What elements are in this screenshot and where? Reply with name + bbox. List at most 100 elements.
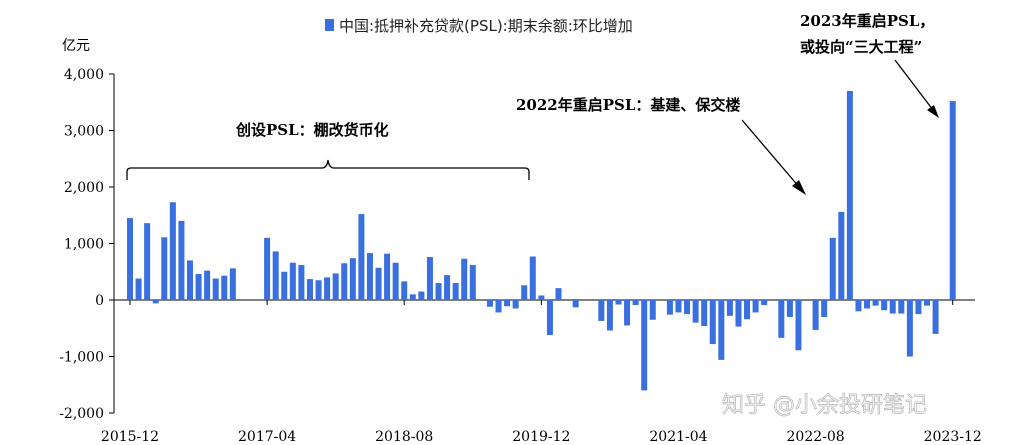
arrow-2023-line bbox=[894, 59, 934, 111]
bar bbox=[264, 237, 271, 300]
bar bbox=[666, 300, 673, 315]
bar bbox=[855, 300, 862, 312]
y-tick-label: 1,000 bbox=[64, 237, 104, 253]
bar bbox=[144, 223, 151, 300]
legend-label: 中国:抵押补充贷款(PSL):期末余额:环比增加 bbox=[339, 17, 633, 35]
bar bbox=[512, 300, 519, 309]
bar bbox=[606, 300, 613, 331]
bar bbox=[178, 220, 185, 300]
bar bbox=[735, 300, 742, 327]
bar bbox=[846, 90, 853, 300]
bar bbox=[632, 300, 639, 306]
bar bbox=[298, 264, 305, 300]
bar bbox=[332, 273, 339, 300]
bracket-2015-2019 bbox=[126, 159, 530, 180]
y-tick-label: 0 bbox=[95, 293, 104, 309]
bar bbox=[135, 278, 142, 300]
bar bbox=[872, 300, 879, 306]
bar bbox=[718, 300, 725, 360]
bar bbox=[127, 218, 133, 300]
bar bbox=[598, 300, 605, 321]
bar bbox=[315, 280, 322, 300]
bar bbox=[349, 258, 356, 300]
x-tick-label: 2023-12 bbox=[924, 429, 982, 445]
y-axis-ticks: 4,000 3,000 2,000 1,000 0 -1,000 -2,000 bbox=[59, 67, 114, 422]
bar bbox=[864, 300, 871, 309]
y-tick-label: -2,000 bbox=[59, 406, 104, 422]
bar bbox=[186, 260, 193, 300]
bar bbox=[906, 300, 913, 357]
bar bbox=[504, 300, 511, 307]
annotation-psl-2023-line1: 2023年重启PSL， bbox=[800, 12, 934, 30]
bar bbox=[624, 300, 631, 326]
bar bbox=[924, 300, 931, 306]
bar bbox=[949, 101, 956, 301]
y-tick-label: 2,000 bbox=[64, 180, 104, 196]
bar bbox=[889, 300, 896, 314]
bar bbox=[384, 253, 391, 300]
bar bbox=[812, 300, 819, 330]
bar bbox=[461, 258, 468, 300]
bar bbox=[641, 300, 648, 391]
bar bbox=[692, 300, 699, 323]
annotation-psl-2022: 2022年重启PSL：基建、保交楼 bbox=[516, 96, 740, 114]
bar bbox=[289, 262, 296, 300]
bar bbox=[375, 267, 382, 300]
bar bbox=[341, 263, 348, 300]
y-axis-unit: 亿元 bbox=[62, 38, 90, 54]
bar bbox=[744, 300, 751, 320]
bar bbox=[529, 256, 536, 300]
bar bbox=[152, 300, 159, 304]
bar bbox=[546, 300, 553, 336]
bar bbox=[932, 300, 939, 334]
bar bbox=[452, 283, 459, 300]
bar bbox=[306, 279, 313, 300]
bar bbox=[358, 214, 365, 300]
bar bbox=[204, 270, 211, 300]
x-tick-label: 2017-04 bbox=[238, 429, 296, 445]
annotation-psl-2015: 创设PSL：棚改货币化 bbox=[235, 121, 389, 139]
bar bbox=[829, 237, 836, 300]
bar bbox=[401, 281, 408, 300]
bar bbox=[169, 202, 176, 300]
bar bbox=[272, 251, 279, 300]
bar bbox=[409, 294, 416, 300]
bar bbox=[915, 300, 922, 315]
x-tick-label: 2021-04 bbox=[649, 429, 707, 445]
bar bbox=[486, 300, 493, 307]
bar bbox=[684, 300, 691, 315]
bar bbox=[555, 288, 562, 300]
bar bbox=[649, 300, 656, 320]
annotation-psl-2023-line2: 或投向“三大工程” bbox=[800, 38, 922, 56]
bar bbox=[495, 300, 502, 313]
watermark: 知乎 @小余投研笔记 bbox=[722, 393, 927, 418]
bar bbox=[195, 274, 202, 300]
x-tick-label: 2015-12 bbox=[101, 429, 159, 445]
bar bbox=[538, 295, 545, 300]
y-tick-label: 4,000 bbox=[64, 67, 104, 83]
bar-series bbox=[127, 90, 956, 391]
bar bbox=[444, 275, 451, 300]
bar bbox=[469, 264, 476, 300]
bar bbox=[701, 300, 708, 326]
bar bbox=[838, 211, 845, 300]
x-tick-label: 2019-12 bbox=[512, 429, 570, 445]
bar bbox=[572, 300, 579, 308]
bar bbox=[898, 300, 905, 314]
bar bbox=[795, 300, 802, 351]
bar bbox=[324, 277, 331, 300]
legend-swatch bbox=[325, 19, 334, 31]
bar bbox=[426, 257, 433, 300]
x-tick-label: 2018-08 bbox=[375, 429, 433, 445]
bar bbox=[615, 300, 622, 305]
bar bbox=[709, 300, 716, 345]
arrow-2022-head bbox=[792, 180, 806, 195]
bar bbox=[221, 275, 228, 300]
bar bbox=[821, 300, 828, 317]
x-tick-label: 2022-08 bbox=[787, 429, 845, 445]
bar bbox=[161, 237, 168, 300]
x-axis-ticks: 2015-12 2017-04 2018-08 2019-12 2021-04 2022-… bbox=[101, 300, 982, 445]
bar bbox=[761, 300, 768, 306]
bar bbox=[726, 300, 733, 316]
y-tick-label: -1,000 bbox=[59, 350, 104, 366]
